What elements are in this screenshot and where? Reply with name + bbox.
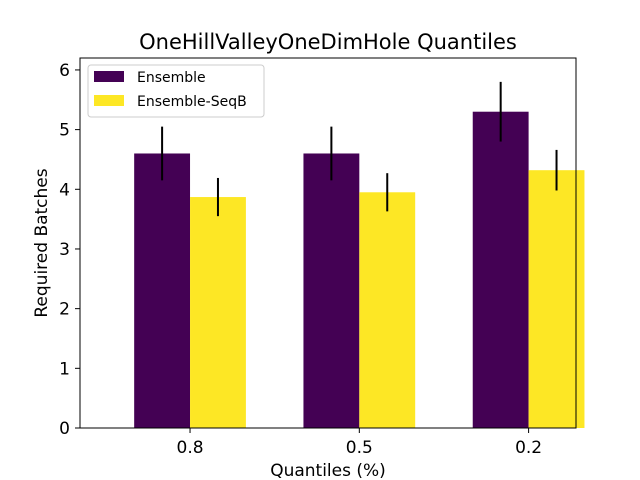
bar-ensemble-0 (134, 153, 191, 428)
legend: Ensemble Ensemble-SeqB (87, 64, 265, 118)
chart-title: OneHillValleyOneDimHole Quantiles (139, 30, 517, 54)
bar-ensemble-seqb-2 (528, 170, 585, 428)
legend-label-ensemble: Ensemble (137, 70, 206, 86)
bar-ensemble-1 (303, 153, 360, 428)
y-tick-label: 5 (59, 121, 70, 141)
x-tick-label: 0.8 (177, 438, 204, 458)
error-bars-group (161, 81, 558, 217)
legend-swatch-ensemble-seqb (94, 95, 124, 106)
bar-ensemble-seqb-0 (190, 197, 246, 428)
plot-frame (79, 57, 577, 429)
y-tick-label: 1 (59, 359, 70, 379)
y-tick-label: 3 (59, 240, 70, 260)
legend-label-ensemble-seqb: Ensemble-SeqB (137, 94, 247, 110)
y-axis-label: Required Batches (32, 168, 52, 317)
x-tick-label: 0.5 (346, 438, 373, 458)
x-tick-label: 0.2 (515, 438, 542, 458)
y-tick-label: 4 (59, 180, 70, 200)
y-tick-label: 6 (59, 61, 70, 81)
legend-box (87, 64, 265, 118)
bar-ensemble-2 (472, 111, 529, 428)
x-axis-label: Quantiles (%) (270, 461, 386, 480)
bars-group (134, 111, 585, 428)
y-tick-label: 0 (59, 419, 70, 439)
bar-ensemble-seqb-1 (359, 192, 416, 428)
y-tick-label: 2 (59, 300, 70, 320)
y-axis: 0 1 2 3 4 5 6 (59, 61, 80, 439)
x-axis: 0.8 0.5 0.2 (177, 428, 542, 458)
legend-swatch-ensemble (94, 71, 124, 82)
